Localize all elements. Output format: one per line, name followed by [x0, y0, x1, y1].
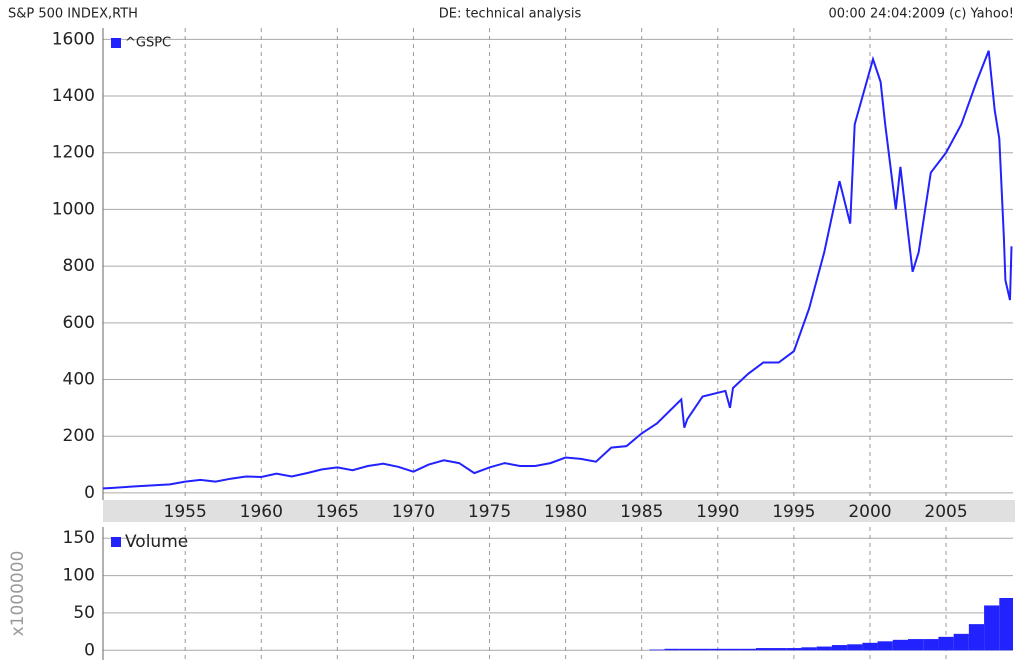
y-tick-label: 1200: [52, 143, 95, 163]
x-tick-label: 1955: [164, 502, 207, 522]
header-center: DE: technical analysis: [439, 7, 582, 22]
volume-bar: [831, 645, 848, 651]
y-tick-label: 400: [63, 370, 95, 390]
volume-bar: [740, 648, 756, 651]
volume-bar: [755, 648, 772, 651]
volume-bar: [801, 647, 817, 651]
x-tick-label: 1970: [392, 502, 435, 522]
y-tick-label: 100: [63, 566, 95, 586]
volume-bar: [664, 648, 680, 651]
y-tick-label: 1400: [52, 86, 95, 106]
volume-bar: [877, 641, 893, 651]
volume-bar: [694, 648, 711, 651]
volume-bar: [923, 639, 939, 651]
volume-bar: [892, 639, 908, 651]
y-tick-label: 1000: [52, 199, 95, 219]
legend-swatch: [111, 537, 121, 547]
legend-swatch: [111, 38, 121, 48]
x-tick-label: 1990: [696, 502, 739, 522]
y-tick-label: 200: [63, 426, 95, 446]
volume-bar: [771, 648, 787, 651]
volume-bar: [953, 633, 969, 651]
y-tick-label: 50: [73, 603, 95, 623]
y-axis-label: x1000000: [8, 551, 28, 637]
x-tick-label: 2000: [848, 502, 891, 522]
price-line: [102, 50, 1013, 490]
volume-bar: [679, 648, 695, 651]
x-tick-label: 2005: [924, 502, 967, 522]
x-tick-label: 1960: [240, 502, 283, 522]
volume-bar: [984, 605, 1000, 651]
header-right: 00:00 24:04:2009 (c) Yahoo!: [828, 7, 1014, 22]
y-tick-label: 600: [63, 313, 95, 333]
x-tick-label: 1985: [620, 502, 663, 522]
legend-label: Volume: [125, 532, 188, 552]
y-tick-label: 0: [84, 640, 95, 660]
volume-bar: [968, 624, 985, 651]
x-tick-label: 1965: [316, 502, 359, 522]
volume-bar: [908, 639, 924, 651]
x-tick-label: 1995: [772, 502, 815, 522]
x-tick-label: 1980: [544, 502, 587, 522]
x-axis-band: [103, 500, 1015, 522]
legend-label: ^GSPC: [125, 36, 171, 51]
volume-bar: [649, 649, 665, 651]
volume-bar: [816, 646, 832, 651]
volume-bar: [725, 648, 741, 651]
volume-bar: [938, 636, 954, 651]
volume-bar: [710, 648, 726, 651]
x-tick-label: 1975: [468, 502, 511, 522]
y-tick-label: 150: [63, 528, 95, 548]
y-tick-label: 1600: [52, 29, 95, 49]
volume-bar: [862, 642, 878, 651]
y-tick-label: 800: [63, 256, 95, 276]
y-tick-label: 0: [84, 483, 95, 503]
volume-bar: [999, 597, 1013, 651]
header-left: S&P 500 INDEX,RTH: [8, 7, 138, 22]
volume-bar: [786, 648, 802, 651]
volume-bar: [847, 644, 863, 651]
